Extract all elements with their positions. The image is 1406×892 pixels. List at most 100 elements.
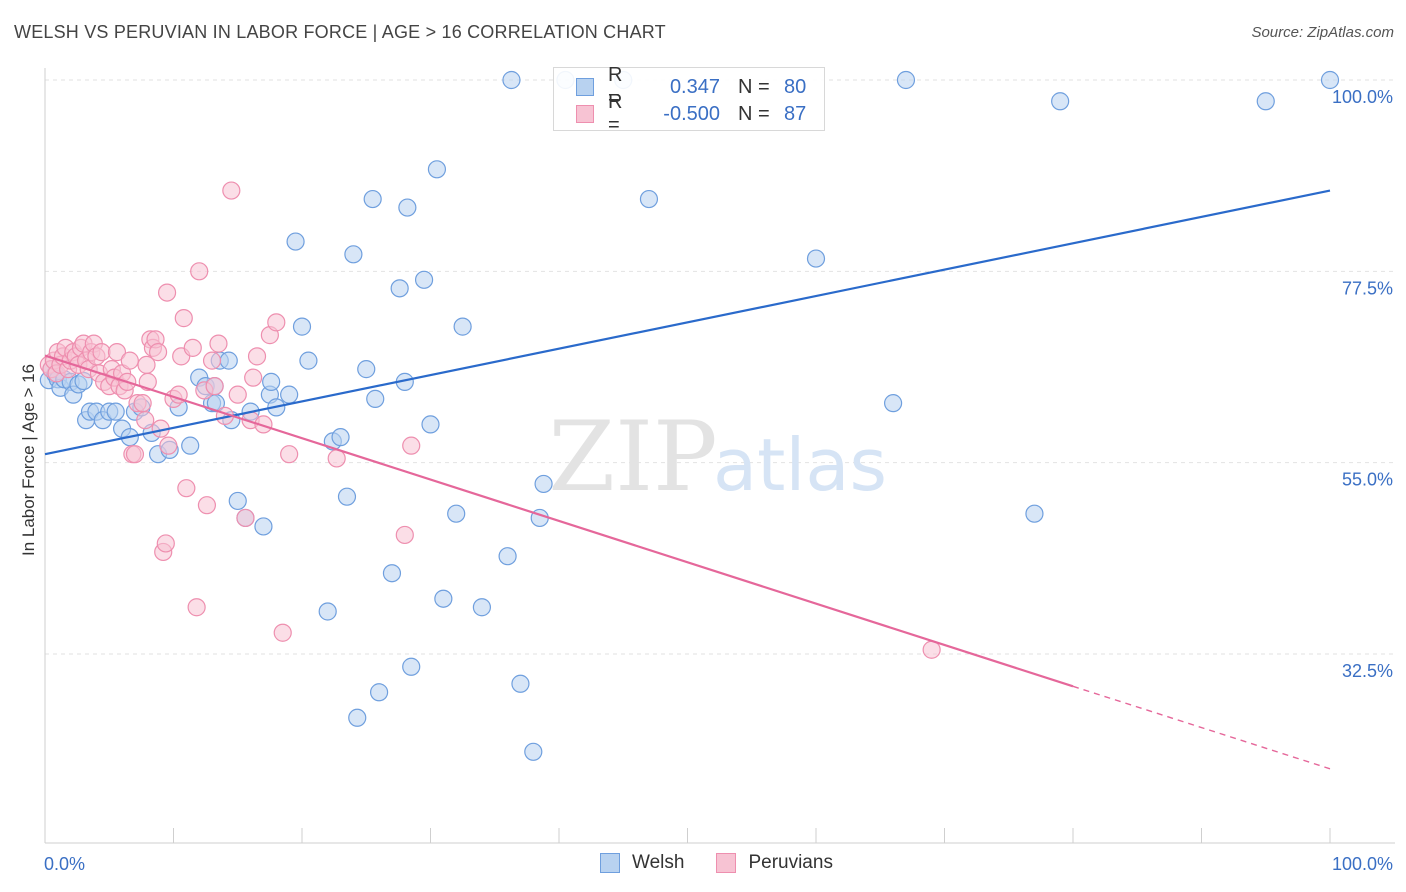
peru-r-label: R = xyxy=(608,91,623,136)
welsh-n-label: N = xyxy=(738,75,770,98)
welsh-n-value: 80 xyxy=(784,75,807,98)
welsh-r-label: R = xyxy=(608,64,623,109)
peru-point xyxy=(125,445,145,464)
welsh-r-value: 0.347 xyxy=(669,75,720,98)
bottom-legend: Welsh Peruvians xyxy=(600,852,865,874)
peru-point xyxy=(228,385,247,404)
peru-point xyxy=(222,181,241,200)
welsh-point xyxy=(806,249,826,268)
legend-row-welsh: R = 0.347 N = 80 xyxy=(576,64,814,109)
welsh-point xyxy=(502,70,521,90)
peru-point xyxy=(247,347,267,366)
legend: R = 0.347 N = 80 R = -0.500 N = 87 xyxy=(553,64,825,136)
welsh-point xyxy=(348,708,367,727)
peru-point xyxy=(267,313,286,332)
welsh-point xyxy=(534,474,553,494)
y-tick-label: 77.5% xyxy=(1342,278,1393,298)
welsh-point xyxy=(434,589,453,608)
welsh-point xyxy=(639,189,659,209)
trendlines xyxy=(44,189,1331,770)
bottom-legend-welsh-label: Welsh xyxy=(632,852,685,873)
peru-point xyxy=(136,411,155,430)
y-tick-label: 55.0% xyxy=(1342,470,1393,490)
peru-point xyxy=(190,262,209,281)
watermark-zip: ZIP xyxy=(548,401,717,513)
bottom-legend-peru: Peruvians xyxy=(716,852,833,874)
peru-swatch xyxy=(576,105,594,123)
bottom-legend-peru-label: Peruvians xyxy=(748,852,833,873)
peru-point xyxy=(183,338,202,357)
welsh-point xyxy=(511,674,530,693)
welsh-point xyxy=(1025,504,1044,523)
welsh-point xyxy=(280,385,299,404)
welsh-point xyxy=(344,245,363,264)
welsh-point xyxy=(370,683,389,702)
tick-labels: 32.5% 55.0% 77.5% 100.0% 0.0% 100.0% xyxy=(44,87,1393,874)
welsh-point xyxy=(896,70,916,90)
welsh-point xyxy=(262,372,281,391)
welsh-point xyxy=(292,317,312,336)
peru-point xyxy=(157,283,177,302)
x-tick-label-max: 100.0% xyxy=(1332,854,1393,874)
welsh-point xyxy=(219,351,238,370)
peru-n-value: 87 xyxy=(784,102,807,125)
peru-r-value: -0.500 xyxy=(663,102,720,125)
legend-row-peru: R = -0.500 N = 87 xyxy=(576,91,814,136)
peru-n-label: N = xyxy=(738,102,770,125)
peru-point xyxy=(209,334,228,353)
peru-point xyxy=(236,508,255,528)
peru-trendline xyxy=(44,354,1074,688)
welsh-trendline xyxy=(44,189,1331,456)
watermark-atlas: atlas xyxy=(713,423,887,507)
welsh-point xyxy=(524,742,543,761)
peru-point xyxy=(280,445,299,464)
peru-point xyxy=(133,394,152,413)
welsh-point xyxy=(106,402,125,421)
peru-point xyxy=(92,343,111,362)
peru-point xyxy=(202,351,222,370)
welsh-point xyxy=(181,436,200,455)
gridlines xyxy=(45,79,1395,655)
peru-points xyxy=(39,181,941,659)
welsh-point xyxy=(414,270,434,289)
welsh-point xyxy=(366,389,385,408)
peru-point xyxy=(395,525,414,545)
welsh-point xyxy=(357,360,376,379)
welsh-point xyxy=(421,415,440,434)
welsh-point xyxy=(1051,92,1070,111)
welsh-point xyxy=(402,657,421,676)
peru-point xyxy=(254,415,273,434)
welsh-point xyxy=(883,394,903,413)
peru-point xyxy=(148,343,168,362)
welsh-point xyxy=(453,317,472,336)
welsh-point xyxy=(390,279,409,298)
peru-point xyxy=(402,436,421,455)
bottom-legend-welsh-swatch xyxy=(600,853,620,873)
welsh-point xyxy=(382,564,402,583)
chart-title: WELSH VS PERUVIAN IN LABOR FORCE | AGE >… xyxy=(14,22,666,42)
welsh-point xyxy=(299,351,318,370)
welsh-point xyxy=(398,198,417,217)
y-tick-label: 32.5% xyxy=(1342,661,1393,681)
peru-point xyxy=(174,309,193,328)
welsh-point xyxy=(447,504,466,523)
peru-point xyxy=(107,343,127,362)
welsh-point xyxy=(331,428,350,447)
peru-point xyxy=(156,534,175,553)
peru-point xyxy=(327,449,346,468)
bottom-legend-peru-swatch xyxy=(716,853,737,873)
welsh-point xyxy=(318,602,337,621)
welsh-point xyxy=(363,189,382,209)
welsh-point xyxy=(427,160,447,179)
peru-point xyxy=(197,496,217,515)
peru-point xyxy=(177,479,196,498)
peru-trendline-extension xyxy=(1072,685,1331,770)
welsh-point xyxy=(1256,92,1275,111)
welsh-point xyxy=(1320,70,1340,90)
welsh-point xyxy=(472,598,491,617)
peru-point xyxy=(244,368,263,387)
y-tick-label: 100.0% xyxy=(1332,87,1393,107)
welsh-point xyxy=(337,487,357,506)
source-label: Source: ZipAtlas.com xyxy=(1251,24,1394,41)
